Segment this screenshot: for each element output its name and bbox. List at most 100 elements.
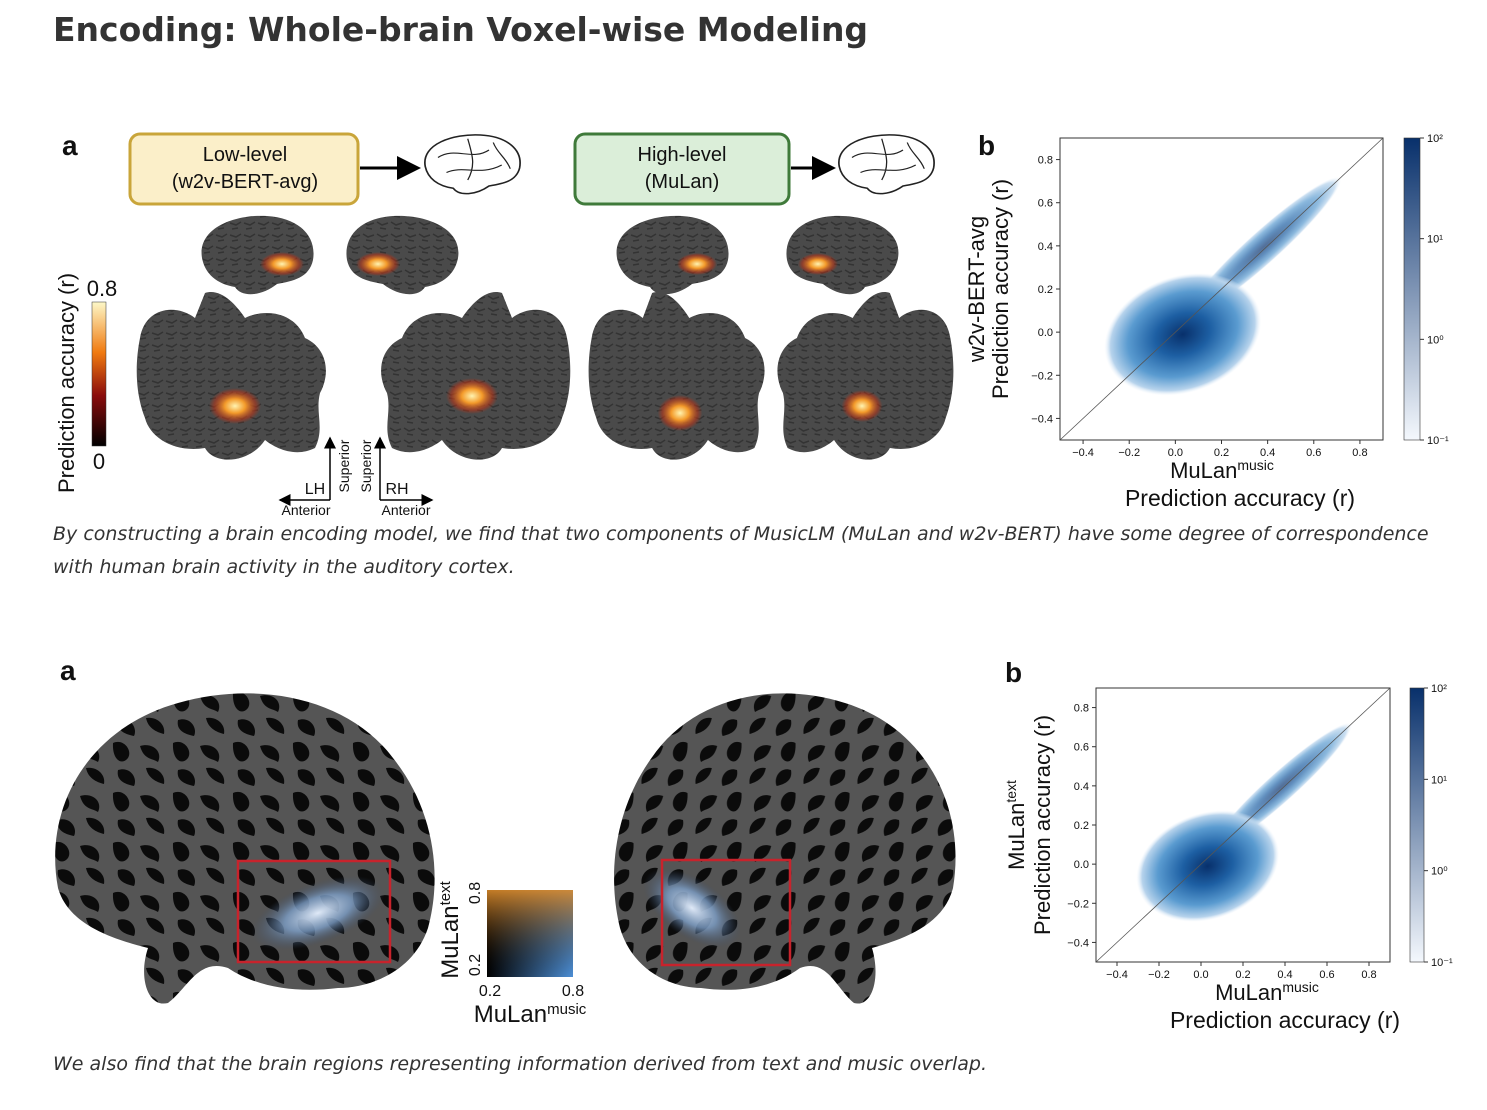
y-tick-label: 0.0 (1074, 859, 1089, 871)
colorbar (91, 301, 107, 447)
x-tick-label: 0.4 (1277, 969, 1292, 981)
panel-label: a (62, 130, 78, 161)
label-text: MuLan (1215, 980, 1282, 1005)
colorbar-tick-label: 10⁰ (1427, 334, 1444, 346)
legend-tick: 0.8 (467, 882, 484, 904)
direction-label: Anterior (281, 502, 330, 518)
page-title: Encoding: Whole-brain Voxel-wise Modelin… (53, 10, 869, 49)
y-tick-label: 0.2 (1038, 284, 1053, 296)
label-text: MuLan (474, 1001, 547, 1028)
colorbar-tick-label: 10⁻¹ (1431, 957, 1453, 969)
label-sup: music (1237, 457, 1274, 473)
label-sup: music (1282, 979, 1319, 995)
x-tick-label: −0.2 (1118, 447, 1140, 459)
model-box (128, 132, 360, 206)
y-tick-label: 0.8 (1038, 155, 1053, 167)
legend-2d (487, 890, 573, 977)
colorbar-tick-label: 10⁻¹ (1427, 435, 1449, 447)
y-axis-label: w2v-BERT-avg (964, 216, 989, 363)
y-tick-label: −0.4 (1031, 413, 1053, 425)
y-tick-label: 0.4 (1038, 241, 1053, 253)
density (1136, 810, 1280, 922)
identity-line (1095, 687, 1391, 963)
model-box (573, 132, 791, 206)
legend-tick: 0.2 (479, 983, 501, 1000)
roi-box (236, 859, 392, 964)
x-tick-label: 0.8 (1361, 969, 1376, 981)
y-tick-label: 0.2 (1074, 820, 1089, 832)
x-tick-label: −0.4 (1106, 969, 1128, 981)
x-axis-label: Prediction accuracy (r) (1125, 485, 1355, 511)
y-tick-label: 0.4 (1074, 781, 1089, 793)
y-tick-label: 0.6 (1074, 742, 1089, 754)
caption: We also find that the brain regions repr… (53, 1053, 987, 1075)
box-title: Low-level (203, 144, 287, 166)
x-tick-label: 0.2 (1235, 969, 1250, 981)
brain-icon (838, 134, 935, 195)
density (1104, 273, 1262, 396)
label-text: MuLan (437, 905, 464, 978)
x-tick-label: 0.4 (1260, 447, 1275, 459)
roi-box (660, 858, 792, 967)
colorbar-tick-label: 10⁰ (1431, 866, 1448, 878)
y-axis-label: MuLantext (1003, 780, 1029, 870)
y-tick-label: 0.0 (1038, 327, 1053, 339)
colorbar-min: 0 (93, 449, 105, 474)
y-tick-label: −0.2 (1067, 898, 1089, 910)
direction-label: Anterior (381, 502, 430, 518)
y-tick-label: 0.6 (1038, 198, 1053, 210)
legend-axis-label: MuLantext (437, 880, 464, 978)
x-axis-label: MuLanmusic (1170, 457, 1274, 483)
brain-maps (136, 215, 954, 460)
panel-label: a (60, 655, 76, 686)
box-model: (MuLan) (645, 171, 719, 193)
y-tick-label: 0.8 (1074, 703, 1089, 715)
hemisphere-label: LH (305, 481, 325, 498)
panel-label: b (978, 130, 995, 161)
label-text: w2v-BERT-avg (964, 216, 989, 363)
brain-lateral (614, 693, 956, 1004)
brain-icon (424, 134, 521, 195)
colorbar (1409, 687, 1425, 963)
colorbar-tick-label: 10¹ (1427, 234, 1443, 246)
legend-axis-label: MuLanmusic (474, 1001, 587, 1028)
direction-label: Superior (358, 439, 374, 492)
x-tick-label: 0.0 (1193, 969, 1208, 981)
direction-label: Superior (336, 439, 352, 492)
legend-tick: 0.2 (467, 954, 484, 976)
x-tick-label: 0.6 (1306, 447, 1321, 459)
x-tick-label: 0.2 (1214, 447, 1229, 459)
y-axis-label: Prediction accuracy (r) (988, 179, 1013, 399)
label-sup: text (437, 880, 454, 905)
label-sup: text (1003, 780, 1019, 803)
x-axis-label: MuLanmusic (1215, 979, 1319, 1005)
x-tick-label: −0.2 (1148, 969, 1170, 981)
box-model: (w2v-BERT-avg) (172, 171, 318, 193)
y-tick-label: −0.4 (1067, 937, 1089, 949)
colorbar-tick-label: 10² (1427, 133, 1443, 145)
colorbar-tick-label: 10² (1431, 683, 1447, 695)
colorbar-max: 0.8 (87, 276, 118, 301)
y-tick-label: −0.2 (1031, 370, 1053, 382)
legend-tick: 0.8 (562, 983, 584, 1000)
hemisphere-label: RH (385, 481, 408, 498)
colorbar-label: Prediction accuracy (r) (54, 273, 79, 493)
label-text: MuLan (1170, 458, 1237, 483)
brain-lateral (55, 693, 435, 1004)
panel-label: b (1005, 657, 1022, 688)
label-text: MuLan (1004, 803, 1029, 870)
x-tick-label: 0.6 (1319, 969, 1334, 981)
colorbar (1403, 137, 1421, 441)
x-tick-label: −0.4 (1072, 447, 1094, 459)
identity-line (1059, 137, 1384, 441)
caption: By constructing a brain encoding model, … (53, 523, 1429, 578)
x-tick-label: 0.8 (1352, 447, 1367, 459)
y-axis-label: Prediction accuracy (r) (1030, 715, 1055, 935)
x-axis-label: Prediction accuracy (r) (1170, 1007, 1400, 1033)
box-title: High-level (638, 144, 727, 166)
colorbar-tick-label: 10¹ (1431, 774, 1447, 786)
label-sup: music (547, 1001, 587, 1018)
x-tick-label: 0.0 (1168, 447, 1183, 459)
